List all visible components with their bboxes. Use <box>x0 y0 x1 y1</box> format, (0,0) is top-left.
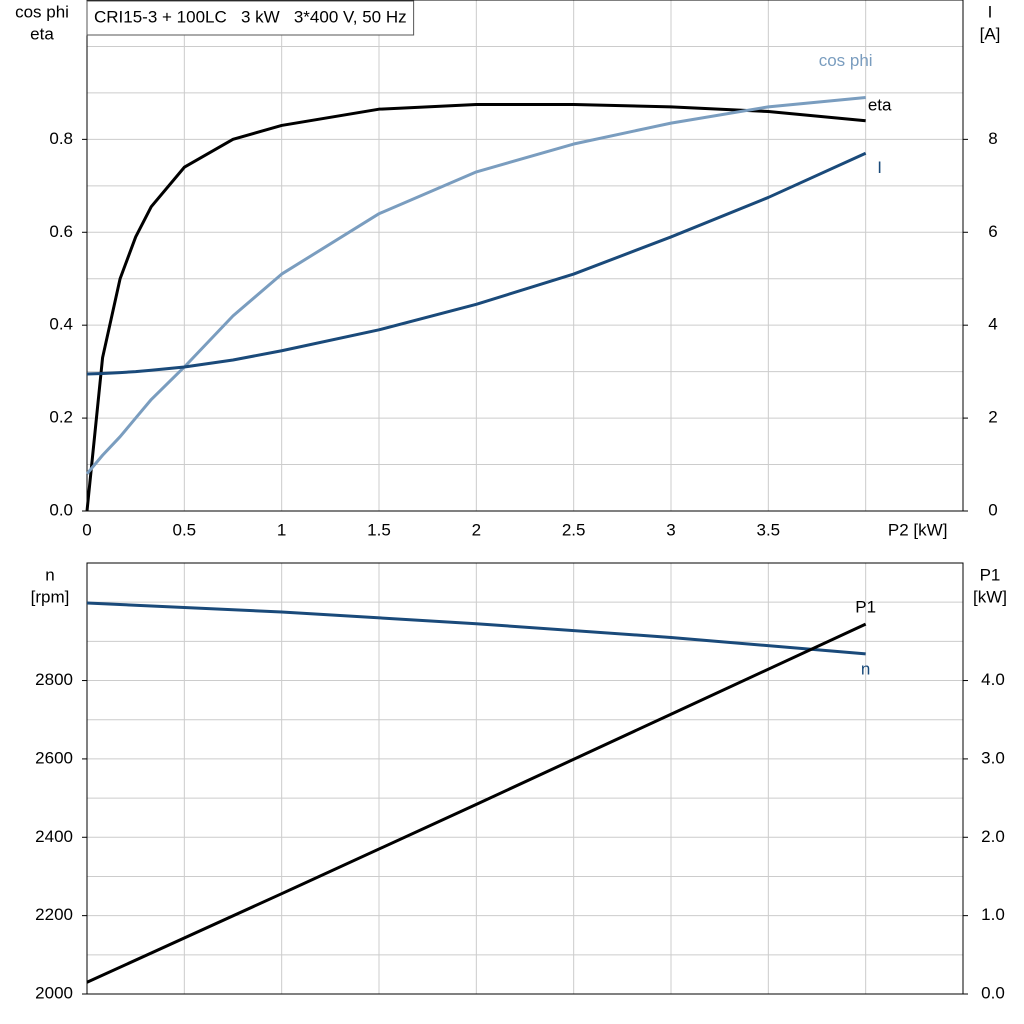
y2-tick-label: 2 <box>988 408 997 427</box>
x-tick-label: 2 <box>472 520 481 539</box>
x-tick-label: 3.5 <box>757 520 781 539</box>
y-tick-label: 0.4 <box>49 315 73 334</box>
y2-tick-label: 8 <box>988 129 997 148</box>
y-tick-label: 2600 <box>35 748 73 767</box>
series-label: eta <box>868 95 892 114</box>
series-line <box>85 103 866 512</box>
plot-frame <box>86 562 964 995</box>
y2-tick-label: 3.0 <box>981 748 1005 767</box>
y2-tick-label: 4 <box>988 315 997 334</box>
series-line <box>86 151 867 376</box>
y-axis-title: [rpm] <box>31 587 70 606</box>
y-tick-label: 2000 <box>35 983 73 1002</box>
y2-tick-label: 0.0 <box>981 983 1005 1002</box>
series-label: I <box>877 158 882 177</box>
series-label: P1 <box>855 598 876 617</box>
series-line <box>86 601 866 656</box>
x-tick-label: 1.5 <box>367 520 391 539</box>
series-line <box>85 96 866 475</box>
plot-frame <box>86 0 964 512</box>
y2-tick-label: 6 <box>988 222 997 241</box>
x-tick-label: 2.5 <box>562 520 586 539</box>
y-tick-label: 0.8 <box>49 129 73 148</box>
y-axis-title: eta <box>30 24 54 43</box>
series-label: cos phi <box>819 51 873 70</box>
series-line <box>86 622 867 984</box>
y-tick-label: 2800 <box>35 670 73 689</box>
y2-axis-title: [A] <box>980 24 1001 43</box>
y2-axis-title: [kW] <box>973 587 1007 606</box>
y2-axis-title: I <box>988 2 993 21</box>
y2-axis-title: P1 <box>980 565 1001 584</box>
y2-tick-label: 0 <box>988 500 997 519</box>
series-label: n <box>861 659 870 678</box>
x-tick-label: 3 <box>666 520 675 539</box>
x-tick-label: 0 <box>82 520 91 539</box>
x-tick-label: 1 <box>277 520 286 539</box>
y-tick-label: 0.0 <box>49 500 73 519</box>
title-frame <box>86 0 415 36</box>
y2-tick-label: 1.0 <box>981 905 1005 924</box>
y-axis-title: n <box>45 565 54 584</box>
x-tick-label: P2 [kW] <box>888 520 948 539</box>
x-tick-label: 0.5 <box>173 520 197 539</box>
y2-tick-label: 4.0 <box>981 670 1005 689</box>
y-tick-label: 0.6 <box>49 222 73 241</box>
title-box: CRI15-3 + 100LC 3 kW 3*400 V, 50 Hz <box>86 0 415 36</box>
y-tick-label: 2400 <box>35 827 73 846</box>
chart-title: CRI15-3 + 100LC 3 kW 3*400 V, 50 Hz <box>94 7 407 26</box>
y-tick-label: 0.2 <box>49 408 73 427</box>
y2-tick-label: 2.0 <box>981 827 1005 846</box>
y-tick-label: 2200 <box>35 905 73 924</box>
y-axis-title: cos phi <box>15 2 69 21</box>
